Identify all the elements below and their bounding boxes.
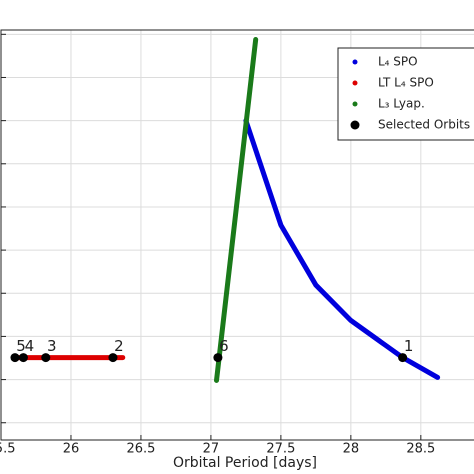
plot-frame — [0, 29, 474, 441]
legend-marker — [352, 59, 358, 65]
selected-orbit — [41, 353, 51, 363]
legend-label: L₄ SPO — [378, 55, 418, 69]
x-tick-label: 26 — [63, 442, 80, 457]
x-tick-label: 25.5 — [0, 442, 15, 457]
legend-label: L₃ Lyap. — [378, 97, 425, 111]
point-label: 2 — [114, 337, 124, 355]
legend-marker — [352, 101, 358, 107]
x-tick-label: 27.5 — [266, 442, 295, 457]
x-tick-label: 27 — [203, 442, 220, 457]
x-tick-label: 28.5 — [406, 442, 435, 457]
selected-orbit — [10, 353, 20, 363]
point-label: 4 — [25, 337, 35, 355]
point-label: 1 — [404, 337, 414, 355]
legend-label: LT L₄ SPO — [378, 76, 434, 90]
legend-marker — [350, 120, 360, 130]
legend-box — [337, 47, 474, 141]
x-axis-label: Orbital Period [days] — [173, 455, 317, 471]
selected-orbit — [108, 353, 118, 363]
selected-orbit — [18, 353, 28, 363]
legend-label: Selected Orbits — [378, 118, 470, 132]
point-label: 3 — [47, 337, 57, 355]
selected-orbit — [213, 353, 223, 363]
series-line — [214, 36, 259, 383]
point-label: 6 — [219, 337, 229, 355]
x-tick-label: 26.5 — [126, 442, 155, 457]
point-label: 5 — [16, 337, 26, 355]
legend-marker — [352, 80, 358, 86]
x-tick-label: 28 — [343, 442, 360, 457]
selected-orbit — [398, 353, 408, 363]
